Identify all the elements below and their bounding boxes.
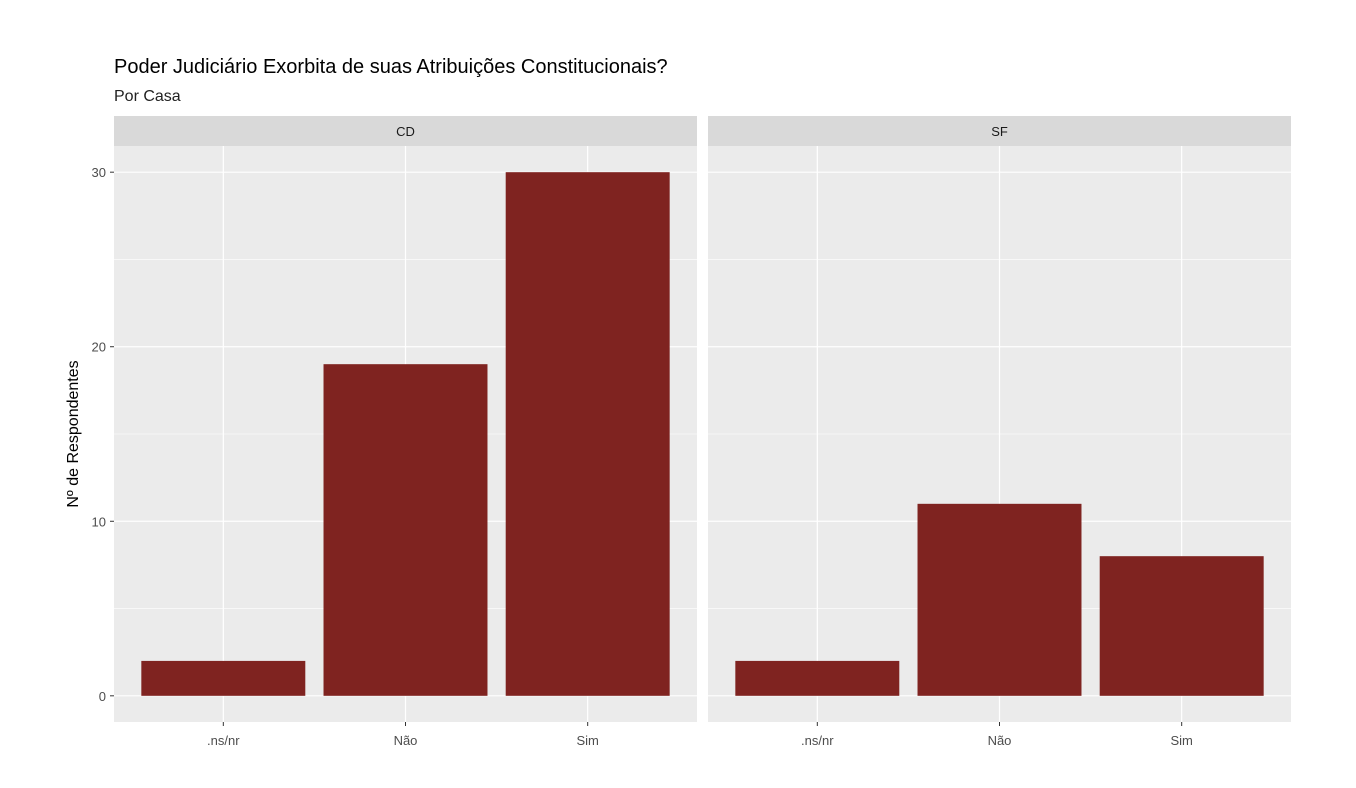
y-tick-label: 10 — [92, 514, 106, 529]
facet-strip — [114, 116, 697, 146]
bar-sf-2 — [1099, 556, 1264, 696]
x-tick-label: Não — [394, 733, 418, 748]
y-tick-label: 20 — [92, 340, 106, 355]
bar-cd-2 — [505, 172, 670, 696]
x-tick-label: Sim — [1170, 733, 1192, 748]
bar-cd-1 — [323, 364, 488, 696]
facet-strip — [708, 116, 1291, 146]
chart-subtitle: Por Casa — [114, 88, 181, 105]
x-tick-label: Sim — [576, 733, 598, 748]
x-tick-label: .ns/nr — [801, 733, 834, 748]
bar-sf-0 — [735, 660, 900, 696]
facet-label-cd: CD — [396, 124, 415, 139]
bar-sf-1 — [917, 503, 1082, 696]
y-tick-label: 30 — [92, 165, 106, 180]
chart-title: Poder Judiciário Exorbita de suas Atribu… — [114, 56, 668, 78]
bar-cd-0 — [141, 660, 306, 696]
y-tick-label: 0 — [99, 689, 106, 704]
x-tick-label: Não — [988, 733, 1012, 748]
y-axis-label: Nº de Respondentes — [65, 360, 82, 507]
x-tick-label: .ns/nr — [207, 733, 240, 748]
facet-label-sf: SF — [991, 124, 1008, 139]
